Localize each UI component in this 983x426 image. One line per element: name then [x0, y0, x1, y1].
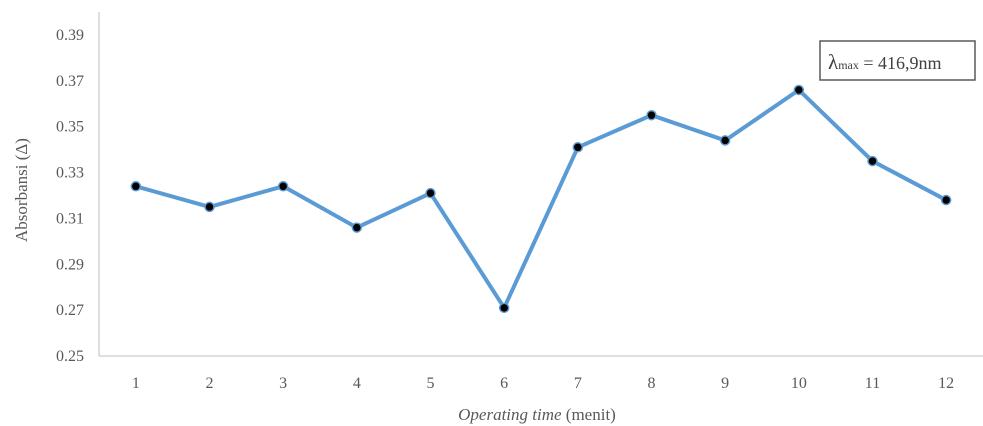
y-tick-label: 0.27: [56, 302, 84, 319]
series-line: [133, 87, 949, 310]
data-point: [425, 187, 436, 199]
data-point: [867, 155, 878, 167]
data-point: [940, 194, 952, 206]
annotation-value: = 416,9nm: [859, 53, 942, 73]
x-axis-title: Operating time (menit): [458, 405, 616, 424]
x-tick-label: 3: [279, 375, 287, 392]
x-tick-label: 7: [574, 375, 582, 392]
x-tick-label: 8: [648, 375, 656, 392]
y-tick-label: 0.31: [56, 210, 84, 227]
data-point: [277, 181, 289, 192]
x-tick-label: 10: [791, 375, 807, 392]
annotation-subscript: max: [838, 58, 859, 72]
x-tick-label: 2: [206, 375, 214, 392]
data-point: [130, 181, 142, 192]
axes: [98, 12, 983, 357]
data-point: [719, 135, 731, 146]
series-layer: [130, 84, 952, 314]
y-tick-label: 0.39: [56, 27, 84, 44]
y-tick-label: 0.33: [56, 165, 84, 182]
x-tick-label: 5: [427, 375, 435, 392]
annotation-symbol: λ: [828, 50, 839, 74]
y-tick-labels: 0.25 0.27 0.29 0.31 0.33 0.35 0.37 0.39: [56, 27, 84, 365]
data-point: [793, 84, 805, 96]
data-point: [498, 302, 510, 314]
x-tick-label: 9: [721, 375, 729, 392]
x-tick-label: 6: [500, 375, 508, 392]
x-tick-labels: 1 2 3 4 5 6 7 8 9 10 11 12: [132, 375, 954, 392]
y-tick-label: 0.29: [56, 256, 84, 273]
y-tick-label: 0.37: [56, 73, 84, 90]
y-tick-label: 0.35: [56, 119, 84, 136]
annotation-text: λmax = 416,9nm: [828, 50, 942, 74]
data-point: [204, 201, 215, 213]
data-point: [351, 222, 363, 233]
x-tick-label: 12: [938, 375, 954, 392]
x-tick-label: 11: [865, 375, 880, 392]
x-tick-label: 1: [132, 375, 140, 392]
data-point: [646, 109, 657, 121]
y-tick-label: 0.25: [56, 348, 84, 365]
x-tick-label: 4: [353, 375, 361, 392]
lambda-max-annotation: λmax = 416,9nm: [819, 40, 976, 81]
x-axis-title-italic: Operating time: [458, 405, 562, 424]
data-point: [572, 142, 584, 153]
x-axis-title-unit: (menit): [562, 405, 616, 424]
y-axis-title: Absorbansi (Δ): [12, 138, 31, 242]
annotation-box: [819, 40, 976, 81]
